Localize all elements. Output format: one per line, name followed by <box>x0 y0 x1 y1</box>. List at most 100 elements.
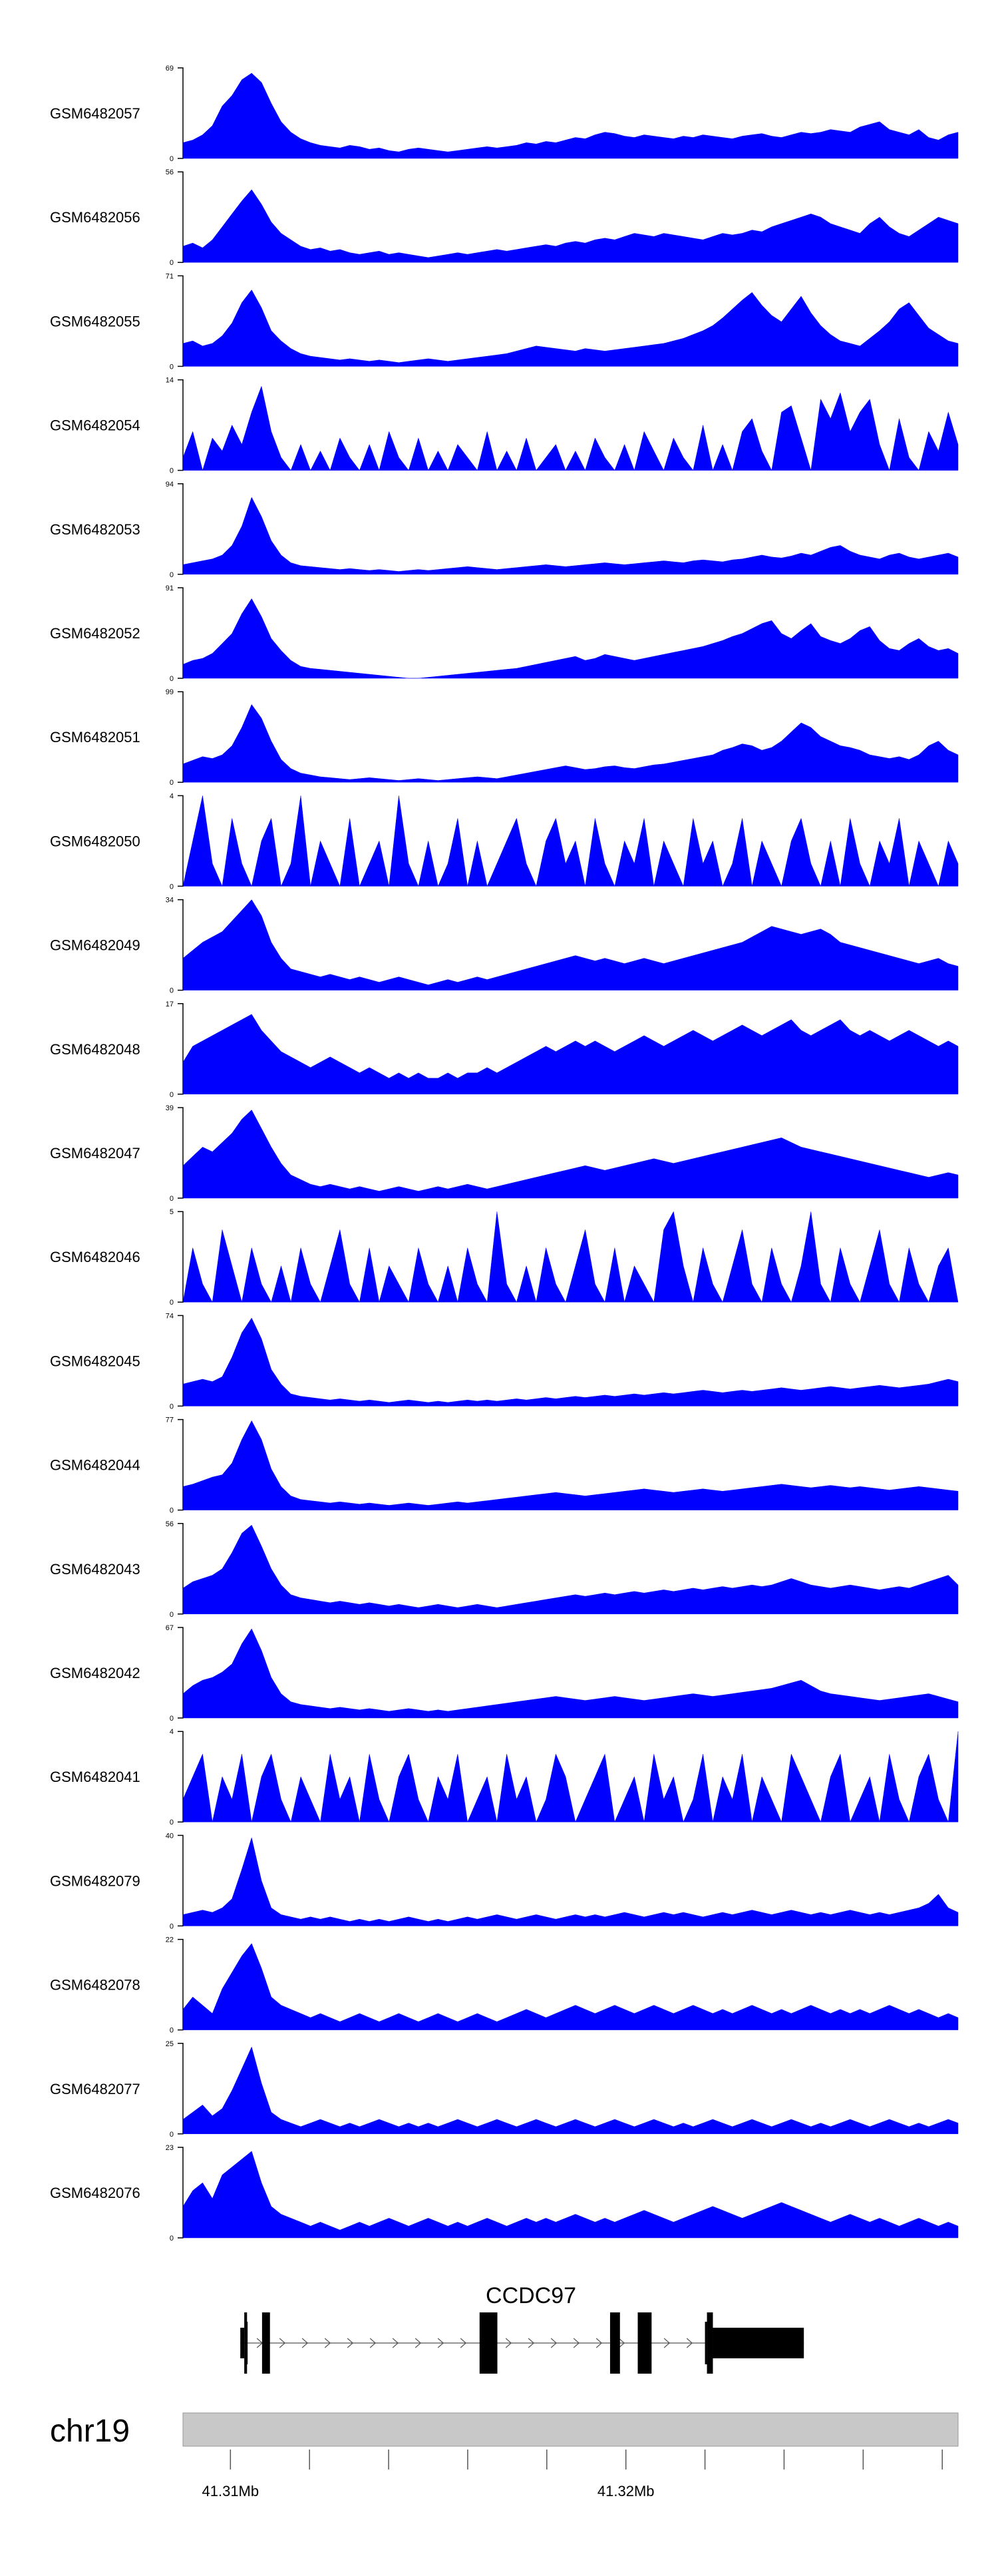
track-label: GSM6482044 <box>50 1457 140 1474</box>
track-gsm6482077: GSM6482077 25 0 <box>50 2040 959 2139</box>
y-min-label: 0 <box>170 1507 174 1515</box>
track-gsm6482043: GSM6482043 56 0 <box>50 1520 959 1619</box>
y-min-label: 0 <box>170 2131 174 2139</box>
y-max-label: 14 <box>166 377 174 385</box>
track-y-axis <box>178 1523 184 1615</box>
track-y-axis <box>178 795 184 887</box>
track-y-axis <box>178 1834 184 1927</box>
y-min-label: 0 <box>170 779 174 787</box>
strand-arrow <box>686 2338 693 2348</box>
gene-exon-utr <box>713 2328 804 2358</box>
genome-axis: chr19 41.31Mb 41.32Mb <box>50 2412 959 2499</box>
signal-area <box>182 1628 959 1719</box>
track-label: GSM6482041 <box>50 1769 140 1785</box>
y-max-label: 91 <box>166 584 174 592</box>
chromosome-ideogram <box>182 2412 959 2447</box>
track-y-axis <box>178 171 184 263</box>
tick-label-41-31mb: 41.31Mb <box>202 2483 259 2499</box>
y-max-label: 94 <box>166 481 174 489</box>
track-label: GSM6482076 <box>50 2185 140 2201</box>
y-max-label: 99 <box>166 688 174 696</box>
track-label: GSM6482079 <box>50 1872 140 1889</box>
track-y-axis <box>178 67 184 159</box>
y-max-label: 22 <box>166 1936 174 1944</box>
signal-area <box>182 1420 959 1510</box>
signal-area <box>182 1110 959 1199</box>
gene-exon-cds <box>707 2312 713 2374</box>
y-min-label: 0 <box>170 259 174 267</box>
y-min-label: 0 <box>170 987 174 995</box>
y-max-label: 25 <box>166 2040 174 2048</box>
track-gsm6482052: GSM6482052 91 0 <box>50 584 959 683</box>
strand-arrow <box>301 2338 309 2348</box>
track-y-axis <box>178 1418 184 1511</box>
track-y-axis <box>178 587 184 679</box>
track-label: GSM6482043 <box>50 1561 140 1578</box>
track-y-axis <box>178 899 184 991</box>
signal-area <box>182 73 959 159</box>
track-gsm6482079: GSM6482079 40 0 <box>50 1832 959 1930</box>
tss-marker <box>246 2322 248 2364</box>
signal-area <box>182 1836 959 1926</box>
track-label: GSM6482042 <box>50 1665 140 1681</box>
track-y-axis <box>178 691 184 783</box>
signal-area <box>182 899 959 990</box>
y-max-label: 17 <box>166 1000 174 1008</box>
track-label: GSM6482078 <box>50 1977 140 1994</box>
signal-area <box>182 1731 959 1823</box>
strand-arrow <box>528 2338 535 2348</box>
y-min-label: 0 <box>170 1611 174 1619</box>
track-label: GSM6482047 <box>50 1145 140 1162</box>
track-gsm6482044: GSM6482044 77 0 <box>50 1416 959 1515</box>
signal-area <box>182 1211 959 1303</box>
track-y-axis <box>178 1211 184 1303</box>
strand-arrow <box>369 2338 377 2348</box>
signal-area <box>182 1014 959 1095</box>
signal-area <box>182 1317 959 1406</box>
strand-arrow <box>618 2338 625 2348</box>
tick-label-41-32mb: 41.32Mb <box>597 2483 655 2499</box>
track-label: GSM6482056 <box>50 209 140 226</box>
y-max-label: 34 <box>166 897 174 905</box>
signal-area <box>182 1524 959 1615</box>
track-y-axis <box>178 2043 184 2135</box>
track-gsm6482057: GSM6482057 69 0 <box>50 65 959 163</box>
strand-arrow <box>550 2338 558 2348</box>
strand-arrow <box>460 2338 467 2348</box>
y-min-label: 0 <box>170 1922 174 1930</box>
strand-arrow <box>415 2338 422 2348</box>
y-max-label: 40 <box>166 1832 174 1840</box>
track-label: GSM6482049 <box>50 937 140 954</box>
y-min-label: 0 <box>170 1402 174 1410</box>
track-y-axis <box>178 1627 184 1719</box>
signal-area <box>182 290 959 367</box>
y-max-label: 67 <box>166 1624 174 1632</box>
y-max-label: 74 <box>166 1312 174 1320</box>
track-label: GSM6482050 <box>50 833 140 849</box>
track-y-axis <box>178 1003 184 1095</box>
track-gsm6482048: GSM6482048 17 0 <box>50 1000 959 1099</box>
track-y-axis <box>178 275 184 367</box>
track-gsm6482054: GSM6482054 14 0 <box>50 377 959 475</box>
strand-arrow <box>573 2338 580 2348</box>
track-label: GSM6482054 <box>50 417 140 434</box>
signal-area <box>182 2151 959 2239</box>
y-max-label: 69 <box>166 65 174 73</box>
y-max-label: 5 <box>170 1208 174 1216</box>
y-min-label: 0 <box>170 1819 174 1826</box>
y-max-label: 23 <box>166 2144 174 2152</box>
signal-area <box>182 2046 959 2135</box>
strand-arrow <box>392 2338 399 2348</box>
y-min-label: 0 <box>170 467 174 475</box>
signal-area <box>182 189 959 263</box>
strand-arrow <box>347 2338 354 2348</box>
signal-area <box>182 1943 959 2030</box>
y-min-label: 0 <box>170 571 174 579</box>
y-max-label: 77 <box>166 1416 174 1424</box>
genome-ticks <box>230 2450 943 2469</box>
y-min-label: 0 <box>170 155 174 163</box>
track-gsm6482051: GSM6482051 99 0 <box>50 688 959 787</box>
signal-area <box>182 795 959 887</box>
cds-end-marker <box>705 2322 707 2364</box>
